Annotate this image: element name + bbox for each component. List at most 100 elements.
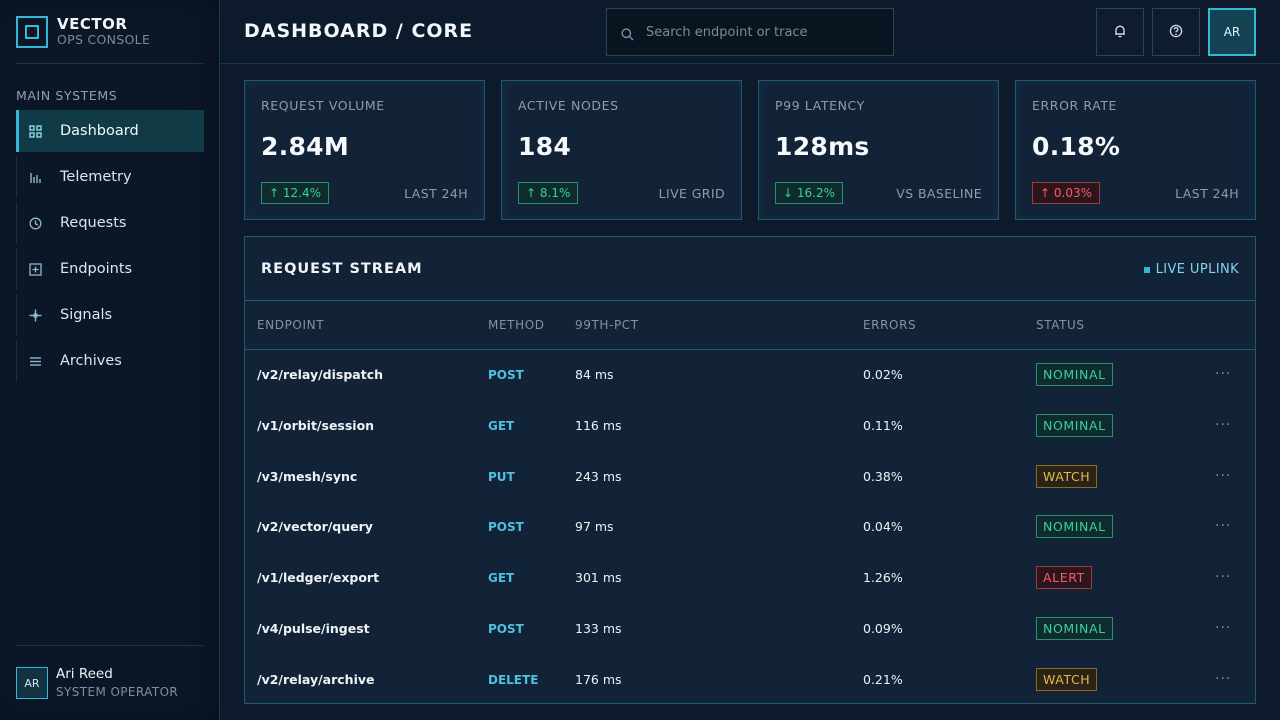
page-title: DASHBOARD / CORE xyxy=(244,20,474,42)
stat-delta-badge: ↑ 0.03% xyxy=(1032,182,1100,204)
help-icon xyxy=(1169,23,1183,42)
stat-note: VS BASELINE xyxy=(896,186,982,201)
method-cell: GET xyxy=(488,571,515,586)
method-cell: PUT xyxy=(488,469,515,484)
errors-cell: 1.26% xyxy=(863,570,903,586)
sidebar-item-label: Endpoints xyxy=(60,261,133,277)
stat-delta-badge: ↑ 8.1% xyxy=(518,182,579,204)
status-badge: NOMINAL xyxy=(1036,616,1113,640)
row-menu-icon[interactable]: ··· xyxy=(1215,366,1232,382)
stat-note: LAST 24H xyxy=(404,186,468,201)
panel-title: REQUEST STREAM xyxy=(261,261,423,277)
sidebar-item-label: Dashboard xyxy=(60,123,139,139)
table-row[interactable]: /v4/pulse/ingest POST 133 ms 0.09% NOMIN… xyxy=(245,604,1255,655)
method-cell: DELETE xyxy=(488,672,539,687)
errors-cell: 0.11% xyxy=(863,417,903,433)
p99-cell: 84 ms xyxy=(575,367,614,382)
sidebar-item-label: Telemetry xyxy=(60,169,132,185)
status-badge: WATCH xyxy=(1036,667,1098,691)
sidebar-item-archives[interactable]: Archives xyxy=(16,340,204,382)
stat-value: 128ms xyxy=(775,132,870,161)
search-input[interactable] xyxy=(646,24,876,40)
stat-value: 0.18% xyxy=(1032,132,1121,161)
bell-icon xyxy=(1113,23,1127,42)
logo-icon xyxy=(16,16,48,48)
errors-cell: 0.09% xyxy=(863,620,903,636)
table-row[interactable]: /v1/ledger/export GET 301 ms 1.26% ALERT… xyxy=(245,553,1255,604)
row-menu-icon[interactable]: ··· xyxy=(1215,670,1232,687)
stat-delta-badge: ↓ 16.2% xyxy=(775,182,843,204)
row-menu-icon[interactable]: ··· xyxy=(1215,467,1232,484)
column-header-errors[interactable]: ERRORS xyxy=(863,318,917,332)
errors-cell: 0.02% xyxy=(863,367,903,382)
row-menu-icon[interactable]: ··· xyxy=(1215,569,1232,586)
user-role: SYSTEM OPERATOR xyxy=(56,685,179,699)
stat-value: 2.84M xyxy=(261,132,350,161)
sidebar-item-signals[interactable]: Signals xyxy=(16,294,204,336)
panel-divider xyxy=(245,300,1255,301)
row-menu-icon[interactable]: ··· xyxy=(1215,518,1232,535)
column-header-endpoint[interactable]: ENDPOINT xyxy=(257,318,325,332)
help-button[interactable] xyxy=(1152,8,1200,56)
live-uplink-indicator[interactable]: LIVE UPLINK xyxy=(1143,262,1239,277)
column-header-status[interactable]: STATUS xyxy=(1036,318,1085,332)
stat-card-p99-latency[interactable]: P99 LATENCY 128ms ↓ 16.2% VS BASELINE xyxy=(758,80,999,220)
stat-card-request-volume[interactable]: REQUEST VOLUME 2.84M ↑ 12.4% LAST 24H xyxy=(244,80,485,220)
sidebar-divider xyxy=(16,645,203,646)
grid-icon xyxy=(28,124,42,138)
sidebar-item-endpoints[interactable]: Endpoints xyxy=(16,248,204,290)
bar-chart-icon xyxy=(28,170,42,184)
stat-value: 184 xyxy=(518,132,572,161)
stat-label: ACTIVE NODES xyxy=(518,98,619,113)
status-badge: ALERT xyxy=(1036,566,1092,590)
notifications-button[interactable] xyxy=(1096,8,1144,56)
crosshair-icon xyxy=(28,308,42,322)
p99-cell: 133 ms xyxy=(575,620,622,636)
status-badge: NOMINAL xyxy=(1036,515,1113,539)
column-header-method[interactable]: METHOD xyxy=(488,318,545,332)
stat-card-active-nodes[interactable]: ACTIVE NODES 184 ↑ 8.1% LIVE GRID xyxy=(501,80,742,220)
sidebar-item-telemetry[interactable]: Telemetry xyxy=(16,156,204,198)
plus-box-icon xyxy=(28,262,42,276)
sidebar-item-dashboard[interactable]: Dashboard xyxy=(16,110,204,152)
p99-cell: 301 ms xyxy=(575,570,622,586)
live-dot-icon xyxy=(1143,266,1150,273)
list-icon xyxy=(28,354,42,368)
stat-card-error-rate[interactable]: ERROR RATE 0.18% ↑ 0.03% LAST 24H xyxy=(1015,80,1256,220)
row-menu-icon[interactable]: ··· xyxy=(1215,619,1232,636)
method-cell: GET xyxy=(488,418,515,433)
account-avatar-button[interactable]: AR xyxy=(1208,8,1256,56)
table-row[interactable]: /v2/vector/query POST 97 ms 0.04% NOMINA… xyxy=(245,502,1255,553)
errors-cell: 0.38% xyxy=(863,468,903,484)
endpoint-cell: /v2/vector/query xyxy=(257,519,373,535)
nav-section-label: MAIN SYSTEMS xyxy=(16,88,118,103)
table-row[interactable]: /v2/relay/archive DELETE 176 ms 0.21% WA… xyxy=(245,655,1255,706)
stat-note: LIVE GRID xyxy=(658,186,725,201)
status-badge: NOMINAL xyxy=(1036,363,1113,386)
p99-cell: 243 ms xyxy=(575,468,622,484)
stat-label: ERROR RATE xyxy=(1032,98,1118,113)
table-row[interactable]: /v3/mesh/sync PUT 243 ms 0.38% WATCH ··· xyxy=(245,452,1255,503)
stat-label: P99 LATENCY xyxy=(775,98,865,113)
column-header-p99[interactable]: 99TH-PCT xyxy=(575,318,639,332)
stat-label: REQUEST VOLUME xyxy=(261,98,385,113)
sidebar-item-requests[interactable]: Requests xyxy=(16,202,204,244)
search-box[interactable] xyxy=(606,8,894,56)
sidebar-item-label: Signals xyxy=(60,307,113,323)
table-row[interactable]: /v1/orbit/session GET 116 ms 0.11% NOMIN… xyxy=(245,401,1255,452)
p99-cell: 176 ms xyxy=(575,671,622,687)
brand[interactable]: VECTOR OPS CONSOLE xyxy=(16,16,150,48)
user-profile[interactable]: AR Ari Reed SYSTEM OPERATOR xyxy=(16,665,178,701)
stat-delta-badge: ↑ 12.4% xyxy=(261,182,329,204)
endpoint-cell: /v2/relay/archive xyxy=(257,671,375,687)
endpoint-cell: /v1/orbit/session xyxy=(257,417,375,433)
main-nav: Dashboard Telemetry Requests Endpoints S… xyxy=(16,110,204,386)
endpoint-cell: /v3/mesh/sync xyxy=(257,468,358,484)
method-cell: POST xyxy=(488,368,524,382)
row-menu-icon[interactable]: ··· xyxy=(1215,416,1232,433)
search-icon xyxy=(621,26,634,40)
sidebar: VECTOR OPS CONSOLE MAIN SYSTEMS Dashboar… xyxy=(0,0,220,720)
sidebar-item-label: Requests xyxy=(60,215,127,231)
top-header: DASHBOARD / CORE AR xyxy=(220,0,1280,64)
table-row[interactable]: /v2/relay/dispatch POST 84 ms 0.02% NOMI… xyxy=(245,350,1255,401)
